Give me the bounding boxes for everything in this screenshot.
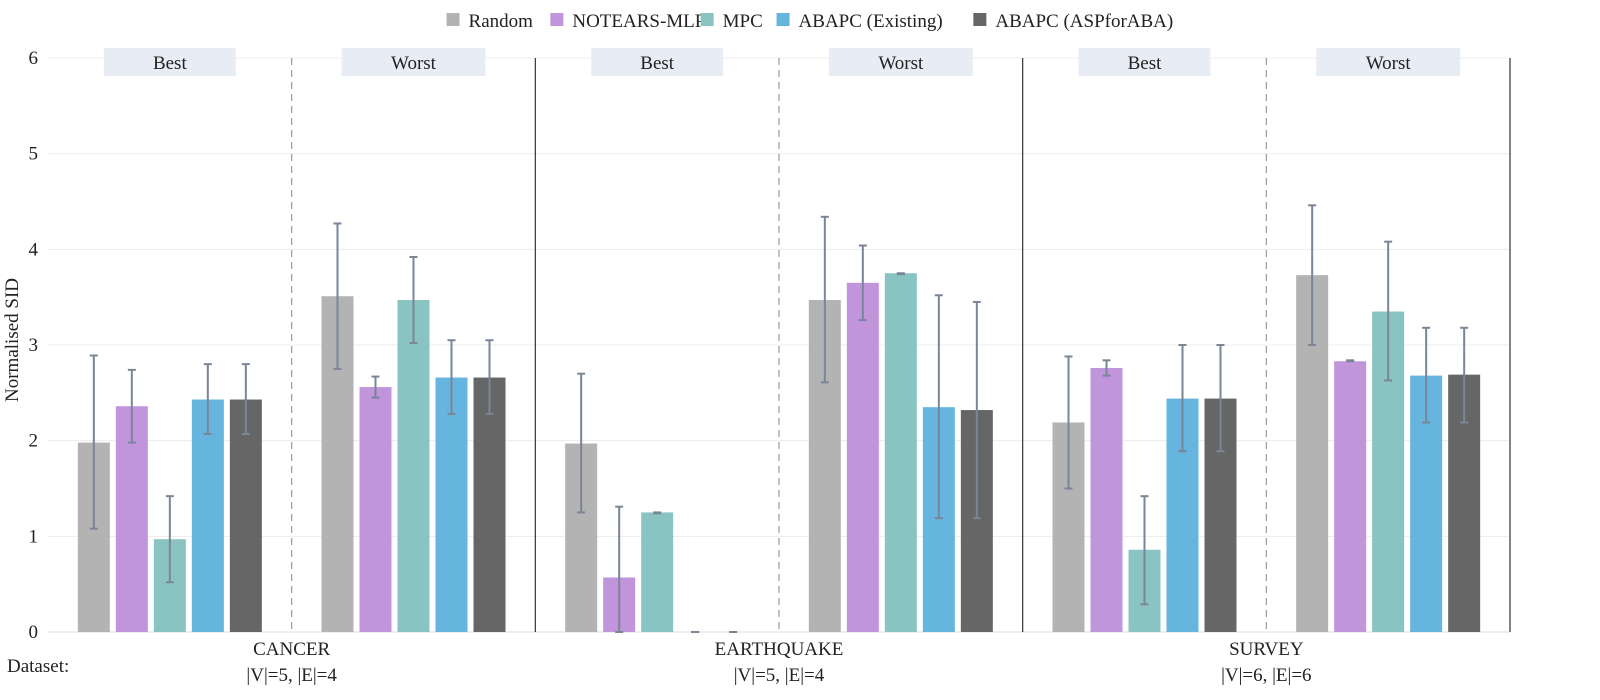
dataset-label: EARTHQUAKE [715, 639, 844, 660]
legend: Random NOTEARS-MLP MPC ABAPC (Existing) ABAP… [446, 11, 1173, 32]
panel-header-box [103, 48, 236, 76]
bar [115, 406, 148, 632]
panel-headers: Best Worst Best Worst Best Worst [103, 48, 1461, 76]
bar [473, 377, 506, 632]
panel-header-box [828, 48, 973, 76]
group-dividers [291, 58, 1511, 632]
bar [1090, 367, 1123, 632]
y-tick-label: 6 [29, 48, 39, 69]
panel-header-label: Best [153, 53, 188, 74]
dataset-label: SURVEY [1229, 639, 1304, 660]
y-tick-label: 5 [29, 144, 39, 165]
legend-swatch [973, 13, 987, 26]
legend-label: ABAPC (ASPforABA) [995, 11, 1173, 32]
dataset-label: CANCER [253, 639, 330, 660]
bar [884, 273, 917, 632]
panel-header-label: Worst [1366, 53, 1412, 74]
panel-header-box [1078, 48, 1211, 76]
y-tick-label: 1 [29, 526, 39, 547]
y-tick-label: 4 [29, 239, 39, 260]
y-axis-label: Normalised SID [2, 278, 23, 402]
bars [77, 273, 1481, 632]
panel-header-box [341, 48, 486, 76]
panel-header-label: Worst [391, 53, 437, 74]
y-tick-label: 2 [29, 431, 39, 452]
y-tick-label: 3 [29, 335, 39, 356]
panel-header-label: Best [640, 53, 675, 74]
x-axis: CANCER |V|=5, |E|=4 EARTHQUAKE |V|=5, |E|=4… [246, 639, 1311, 686]
legend-swatch [446, 13, 460, 26]
legend-label: ABAPC (Existing) [799, 11, 943, 32]
bar [846, 282, 879, 632]
dataset-size-label: |V|=5, |E|=4 [734, 665, 825, 686]
legend-label: MPC [723, 11, 763, 32]
bar [229, 399, 262, 632]
legend-swatch [550, 13, 564, 26]
bar [397, 300, 430, 632]
bar [191, 399, 224, 632]
dataset-size-label: |V|=6, |E|=6 [1221, 665, 1311, 686]
y-tick-label: 0 [29, 622, 39, 643]
legend-swatch [700, 13, 714, 26]
panel-header-label: Best [1128, 53, 1163, 74]
error-bars [89, 204, 1469, 633]
panel-header-box [1316, 48, 1461, 76]
bar [435, 377, 468, 632]
legend-label: NOTEARS-MLP [572, 11, 705, 32]
x-axis-caption: Dataset: [7, 656, 69, 677]
bar [1334, 361, 1367, 632]
bar [359, 387, 392, 632]
bar [641, 512, 674, 632]
panel-header-box [591, 48, 724, 76]
legend-label: Random [469, 11, 534, 32]
dataset-size-label: |V|=5, |E|=4 [246, 665, 337, 686]
panel-header-label: Worst [878, 53, 924, 74]
legend-swatch [776, 13, 790, 26]
y-axis: 0 1 2 3 4 5 6 [29, 48, 39, 643]
